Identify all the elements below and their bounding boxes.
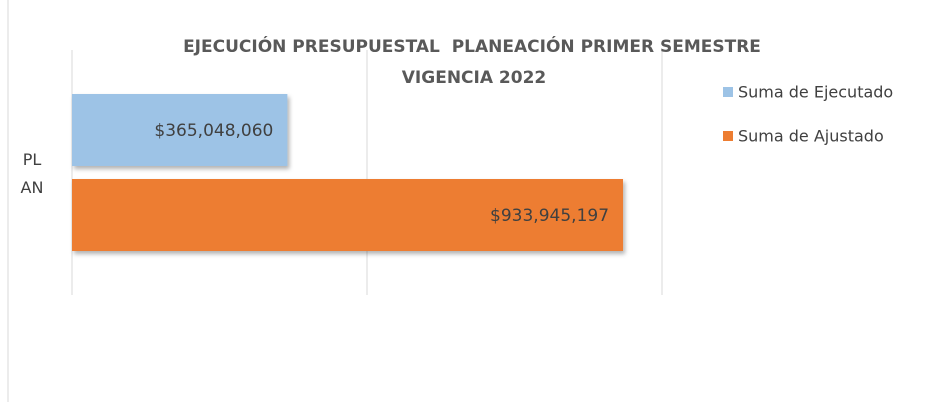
- legend-swatch: [723, 131, 733, 141]
- chart-title: EJECUCIÓN PRESUPUESTAL PLANEACIÓN PRIMER…: [183, 35, 761, 88]
- bar: [72, 94, 288, 166]
- data-label: $933,945,197: [490, 206, 609, 226]
- legend-label: Suma de Ejecutado: [738, 83, 893, 102]
- legend-label: Suma de Ajustado: [738, 127, 884, 146]
- category-label: PLAN: [20, 150, 44, 197]
- legend-swatch: [723, 87, 733, 97]
- bar: [72, 179, 624, 251]
- data-label: $365,048,060: [154, 121, 273, 141]
